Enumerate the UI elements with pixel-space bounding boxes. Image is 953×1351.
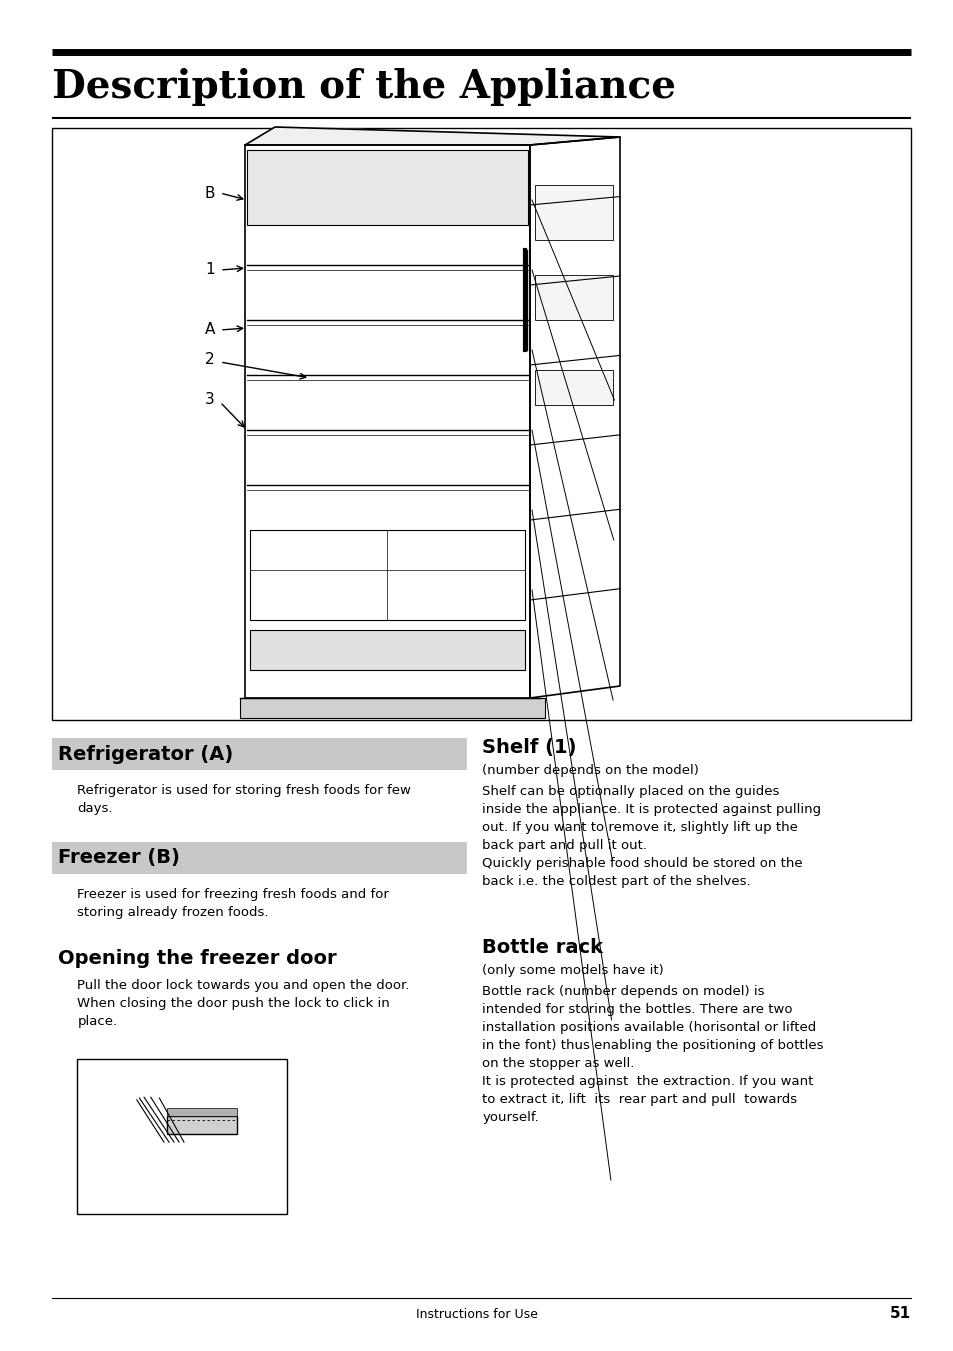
- Bar: [77, 1059, 287, 1215]
- Bar: [250, 530, 524, 620]
- Bar: [52, 738, 467, 770]
- Text: Freezer is used for freezing fresh foods and for
storing already frozen foods.: Freezer is used for freezing fresh foods…: [77, 888, 389, 919]
- Bar: [52, 128, 910, 720]
- Text: Refrigerator is used for storing fresh foods for few
days.: Refrigerator is used for storing fresh f…: [77, 784, 411, 815]
- Text: (only some models have it): (only some models have it): [482, 965, 663, 977]
- Text: Freezer (B): Freezer (B): [58, 848, 180, 867]
- Text: Shelf can be optionally placed on the guides
inside the appliance. It is protect: Shelf can be optionally placed on the gu…: [482, 785, 821, 888]
- Text: Pull the door lock towards you and open the door.
When closing the door push the: Pull the door lock towards you and open …: [77, 979, 410, 1028]
- Text: 51: 51: [889, 1306, 910, 1321]
- Bar: [535, 185, 613, 240]
- Bar: [535, 370, 613, 405]
- Text: 1: 1: [205, 262, 214, 277]
- Bar: [167, 1116, 236, 1133]
- Polygon shape: [245, 127, 619, 145]
- Bar: [52, 842, 467, 874]
- Text: Instructions for Use: Instructions for Use: [416, 1308, 537, 1321]
- Text: A: A: [205, 323, 215, 338]
- Bar: [240, 698, 544, 717]
- Bar: [250, 630, 524, 670]
- Bar: [247, 150, 527, 226]
- Text: 2: 2: [205, 353, 214, 367]
- Text: Description of the Appliance: Description of the Appliance: [52, 68, 676, 105]
- Text: Bottle rack (number depends on model) is
intended for storing the bottles. There: Bottle rack (number depends on model) is…: [482, 985, 823, 1124]
- Bar: [167, 1108, 236, 1116]
- Text: Shelf (1): Shelf (1): [482, 738, 577, 757]
- Text: Refrigerator (A): Refrigerator (A): [58, 744, 233, 763]
- Bar: [535, 276, 613, 320]
- Text: B: B: [205, 185, 215, 200]
- Text: 3: 3: [205, 393, 214, 408]
- Text: (number depends on the model): (number depends on the model): [482, 765, 699, 777]
- Text: Opening the freezer door: Opening the freezer door: [58, 948, 336, 969]
- Text: Bottle rack: Bottle rack: [482, 938, 603, 957]
